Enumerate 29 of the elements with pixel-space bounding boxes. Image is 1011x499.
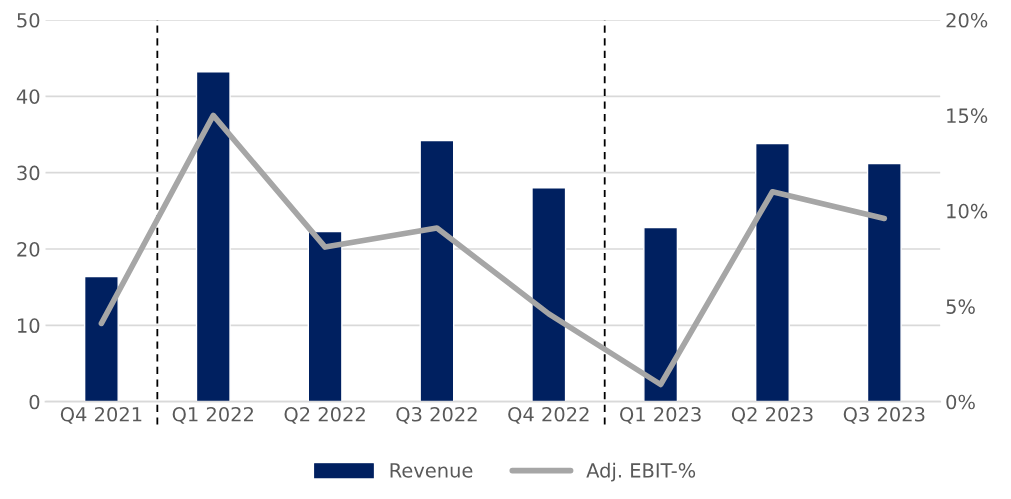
bar <box>754 142 790 402</box>
y-tick-label: 10 <box>18 318 40 334</box>
x-tick-label: Q2 2023 <box>731 406 813 424</box>
y2-tick-label: 20% <box>946 12 988 28</box>
y2-tick-label: 15% <box>947 108 988 124</box>
y2-tick-label: 10% <box>947 203 988 219</box>
y-tick-label: 40 <box>16 89 40 104</box>
bar <box>866 162 902 402</box>
bar <box>531 187 567 402</box>
legend-label: Adj. EBIT-% <box>586 462 696 482</box>
y-tick-label: 20 <box>17 241 40 257</box>
y2-tick-label: 0% <box>946 394 975 410</box>
y-tick-label: 0 <box>29 394 40 410</box>
legend-label: Revenue <box>390 463 473 478</box>
bar <box>419 139 455 402</box>
x-tick-label: Q2 2022 <box>284 406 365 424</box>
y-tick-label: 50 <box>17 12 40 28</box>
x-tick-label: Q1 2022 <box>172 406 253 424</box>
y-tick-label: 30 <box>17 165 40 181</box>
x-tick-label: Q1 2023 <box>620 406 701 424</box>
y2-tick-label: 5% <box>946 299 975 314</box>
bar <box>643 226 679 402</box>
bar <box>83 275 119 402</box>
x-tick-label: Q3 2023 <box>843 406 925 424</box>
x-tick-label: Q4 2022 <box>508 406 589 424</box>
bar <box>307 230 343 402</box>
x-tick-label: Q3 2022 <box>396 406 477 424</box>
bar <box>195 71 231 402</box>
x-tick-label: Q4 2021 <box>60 406 142 424</box>
